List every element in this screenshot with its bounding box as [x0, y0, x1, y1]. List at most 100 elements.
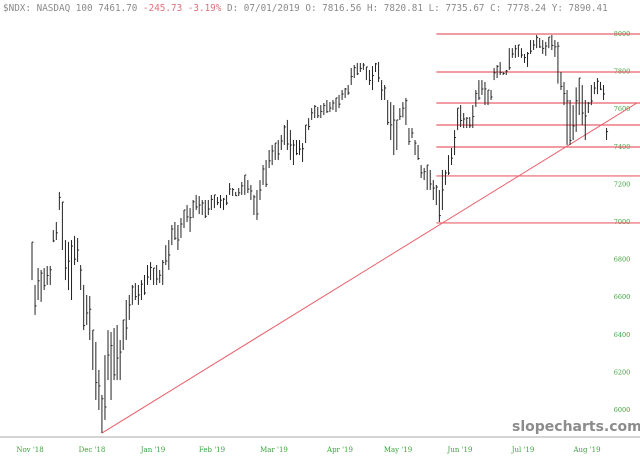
price-bar [219, 194, 222, 209]
price-bar [408, 128, 411, 145]
price-bar [119, 340, 122, 381]
price-bar [447, 155, 450, 175]
price-bar [101, 394, 104, 434]
price-bar [329, 102, 332, 113]
price-bar [116, 325, 119, 381]
price-bar [295, 140, 298, 156]
price-bar [335, 97, 338, 113]
last-price: 7461.70 [98, 3, 138, 14]
price-bar [508, 48, 511, 70]
price-bar [350, 68, 353, 85]
price-bar [131, 284, 134, 305]
price-bar [165, 245, 168, 266]
price-bar [150, 262, 153, 281]
price-bar [140, 280, 143, 300]
price-bar [493, 68, 496, 81]
price-bar [520, 48, 523, 58]
price-bar [371, 65, 374, 91]
price-bar [387, 100, 390, 125]
price-bar [137, 284, 140, 305]
price-bar [317, 106, 320, 119]
price-bar [405, 97, 408, 125]
price-bar [292, 140, 295, 166]
price-bar [232, 187, 235, 197]
price-bar [584, 100, 587, 141]
price-bar [502, 71, 505, 75]
price-bar [171, 225, 174, 246]
price-bar [587, 102, 590, 113]
price-bar [444, 169, 447, 185]
price-bar [43, 268, 46, 291]
y-value: Y: 7890.41 [551, 3, 608, 14]
price-bar [134, 283, 137, 300]
price-bar [533, 40, 536, 50]
price-bar [201, 200, 204, 216]
price-bar [596, 78, 599, 95]
price-bar [320, 105, 323, 119]
price-bar [590, 84, 593, 106]
price-bar [347, 84, 350, 95]
price-bar [64, 240, 67, 281]
price-bar [226, 194, 229, 206]
price-bar [34, 284, 37, 315]
x-tick-label: Mar '19 [260, 446, 288, 454]
price-bar [417, 144, 420, 160]
price-bar [326, 100, 329, 113]
price-bar [423, 168, 426, 181]
price-bar [593, 81, 596, 95]
price-bar [542, 40, 545, 54]
price-bar [302, 143, 305, 163]
price-bar [259, 180, 262, 200]
price-bar [438, 190, 441, 222]
change: -245.73 [143, 3, 183, 14]
trendline [101, 102, 638, 434]
price-bar [235, 191, 238, 197]
y-tick-label: 7600 [614, 105, 631, 113]
price-bar [153, 267, 156, 285]
price-bar [551, 34, 554, 50]
price-bar [365, 66, 368, 81]
price-bar [362, 62, 365, 70]
price-bar [332, 100, 335, 110]
price-bar [271, 144, 274, 166]
price-bar [159, 269, 162, 284]
low: L: 7735.67 [428, 3, 485, 14]
price-bar [186, 205, 189, 222]
price-bar [569, 100, 572, 145]
x-tick-label: Jan '19 [140, 446, 166, 454]
price-bar [599, 81, 602, 91]
price-bar [198, 196, 201, 215]
price-bar [265, 159, 268, 188]
price-bar [241, 181, 244, 195]
price-bar [195, 194, 198, 210]
price-bar [341, 90, 344, 100]
price-bar [125, 300, 128, 341]
x-tick-label: Aug '19 [572, 446, 600, 454]
price-bar [107, 330, 110, 381]
y-tick-label: 6800 [614, 256, 631, 264]
price-bar [511, 48, 514, 58]
price-bar [268, 150, 271, 169]
price-bar [399, 108, 402, 120]
y-tick-label: 6000 [614, 406, 631, 414]
high: H: 7820.81 [366, 3, 423, 14]
price-bar [466, 117, 469, 129]
price-bar [37, 268, 40, 300]
price-bar [487, 89, 490, 106]
price-bar [432, 180, 435, 200]
price-bar [606, 128, 609, 141]
price-bar [247, 180, 250, 194]
price-bar [414, 140, 417, 156]
price-bar [420, 165, 423, 179]
price-bar [207, 200, 210, 216]
price-bar [89, 296, 92, 341]
price-bar [74, 235, 77, 266]
price-bar [283, 125, 286, 145]
price-bar [244, 174, 247, 195]
price-bar [499, 62, 502, 75]
price-bar [396, 119, 399, 150]
price-bar [356, 62, 359, 75]
price-bar [49, 265, 52, 285]
price-bar [539, 37, 542, 48]
